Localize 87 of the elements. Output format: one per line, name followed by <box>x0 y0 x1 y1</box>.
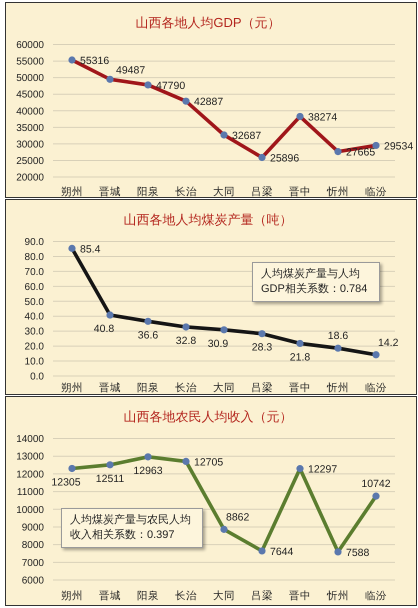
data-label: 42887 <box>194 96 224 108</box>
y-tick-label: 80.0 <box>24 252 44 263</box>
x-tick-label: 长治 <box>175 185 197 198</box>
x-tick-label: 朔州 <box>61 381 83 394</box>
y-tick-label: 55000 <box>16 56 44 68</box>
data-label: 7588 <box>346 546 370 559</box>
y-tick-label: 70.0 <box>24 266 44 278</box>
y-tick-label: 8000 <box>22 540 44 552</box>
chart-title: 山西各地人均煤炭产量（吨） <box>124 212 292 227</box>
x-tick-label: 吕梁 <box>251 185 273 198</box>
y-tick-label: 60.0 <box>24 282 44 293</box>
y-tick-label: 30.0 <box>24 326 44 338</box>
x-tick-label: 吕梁 <box>251 589 273 602</box>
data-label: 38274 <box>308 111 338 124</box>
x-tick-label: 忻州 <box>326 381 349 394</box>
x-tick-label: 阳泉 <box>137 382 159 394</box>
data-label: 30.9 <box>208 338 228 350</box>
data-label: 29534 <box>384 140 414 152</box>
data-label: 12511 <box>96 472 124 485</box>
y-tick-label: 25000 <box>16 156 44 167</box>
data-label: 14.2 <box>378 336 399 349</box>
x-tick-label: 忻州 <box>326 185 349 198</box>
x-tick-label: 朔州 <box>61 589 83 602</box>
y-tick-label: 10000 <box>16 504 44 516</box>
x-tick-label: 长治 <box>175 381 197 394</box>
x-tick-label: 朔州 <box>61 185 83 198</box>
y-tick-label: 20000 <box>16 172 44 184</box>
data-label: 18.6 <box>328 330 348 342</box>
x-tick-label: 临汾 <box>365 590 387 602</box>
x-tick-label: 晋中 <box>289 589 311 602</box>
x-tick-label: 晋城 <box>99 589 121 602</box>
data-label: 10742 <box>361 478 391 490</box>
y-tick-label: 20.0 <box>24 342 44 353</box>
y-tick-label: 50000 <box>16 73 44 84</box>
y-tick-label: 14000 <box>16 434 44 445</box>
data-label: 12963 <box>133 464 163 477</box>
y-tick-label: 12000 <box>16 469 44 480</box>
x-tick-label: 晋中 <box>289 185 311 198</box>
y-tick-label: 11000 <box>16 487 44 498</box>
data-label: 12297 <box>308 464 338 476</box>
y-tick-label: 90.0 <box>24 237 44 248</box>
x-tick-label: 临汾 <box>365 382 387 394</box>
x-tick-label: 晋中 <box>289 381 311 394</box>
annotation: 人均煤炭产量与农民人均收入相关系数：0.397 <box>61 508 203 548</box>
x-tick-label: 长治 <box>175 589 197 602</box>
data-label: 25896 <box>270 152 300 164</box>
y-tick-label: 13000 <box>16 452 44 463</box>
data-label: 21.8 <box>290 351 310 364</box>
x-tick-label: 大同 <box>213 381 235 394</box>
data-label: 7644 <box>270 546 294 558</box>
annotation: 人均煤炭产量与人均GDP相关系数：0.784 <box>252 262 380 302</box>
data-label: 55316 <box>80 55 110 68</box>
data-label: 85.4 <box>80 243 101 256</box>
y-tick-label: 40000 <box>16 106 44 118</box>
data-label: 32.8 <box>176 334 196 347</box>
data-label: 36.6 <box>138 329 158 342</box>
data-label: 49487 <box>116 64 146 76</box>
data-label: 40.8 <box>94 323 114 336</box>
data-label: 28.3 <box>252 342 272 354</box>
data-label: 12305 <box>51 476 81 488</box>
y-tick-label: 6000 <box>22 576 44 586</box>
x-tick-label: 阳泉 <box>137 590 159 602</box>
x-tick-label: 吕梁 <box>251 381 273 394</box>
data-label: 12705 <box>194 456 224 468</box>
x-tick-label: 大同 <box>213 589 235 602</box>
chart-title: 山西各地人均GDP（元） <box>135 15 281 30</box>
x-tick-label: 阳泉 <box>137 186 159 198</box>
y-tick-label: 0.0 <box>30 372 44 382</box>
y-tick-label: 30000 <box>16 139 44 150</box>
x-tick-label: 临汾 <box>365 186 387 198</box>
y-tick-label: 40.0 <box>24 312 44 323</box>
data-label: 8862 <box>226 511 250 524</box>
data-label: 47790 <box>156 80 186 92</box>
x-tick-label: 晋城 <box>99 185 121 198</box>
data-label: 32687 <box>232 130 262 142</box>
x-tick-label: 大同 <box>213 185 235 198</box>
y-tick-label: 7000 <box>22 558 44 569</box>
chart-title: 山西各地农民人均收入（元） <box>124 409 292 424</box>
y-tick-label: 35000 <box>16 122 44 134</box>
x-tick-label: 晋城 <box>99 381 121 394</box>
y-tick-label: 9000 <box>22 522 44 534</box>
y-tick-label: 10.0 <box>24 356 44 368</box>
data-label: 27665 <box>346 146 376 159</box>
y-tick-label: 45000 <box>16 90 44 101</box>
y-tick-label: 60000 <box>16 40 44 51</box>
x-tick-label: 忻州 <box>326 589 349 602</box>
y-tick-label: 50.0 <box>24 296 44 308</box>
